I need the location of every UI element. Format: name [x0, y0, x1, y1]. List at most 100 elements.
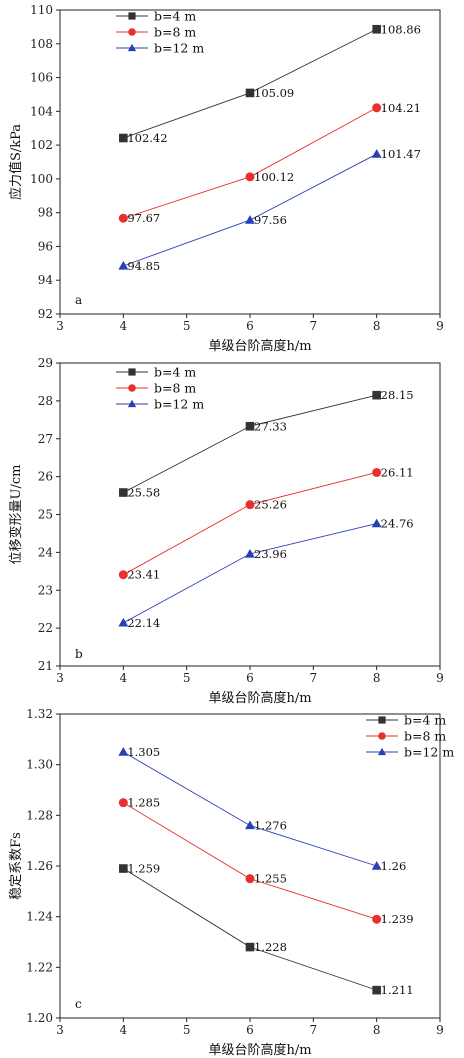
legend-marker: [128, 28, 136, 36]
data-label: 24.76: [381, 517, 414, 531]
data-point-marker: [245, 215, 255, 224]
data-point-marker: [245, 172, 255, 182]
data-point-marker: [371, 861, 382, 870]
data-point-marker: [372, 390, 381, 400]
legend-marker: [378, 732, 386, 740]
y-tick-label: 102: [30, 138, 53, 152]
plot-frame: [59, 9, 441, 315]
legend-marker: [128, 384, 136, 392]
data-point-marker: [372, 914, 382, 924]
y-tick-label: 98: [38, 206, 53, 220]
x-tick-label: 4: [120, 671, 128, 685]
y-axis-label: 稳定系数Fs: [8, 832, 24, 900]
x-tick-label: 6: [246, 319, 254, 333]
data-label: 97.67: [127, 211, 160, 225]
data-point-marker: [245, 942, 255, 952]
data-label: 25.26: [254, 498, 287, 512]
data-label: 1.228: [254, 940, 287, 954]
data-label: 26.11: [381, 465, 414, 479]
x-tick-label: 9: [436, 671, 444, 685]
legend-marker: [127, 43, 137, 52]
data-point-marker: [119, 864, 128, 873]
data-point-marker: [245, 500, 255, 510]
legend-marker: [127, 399, 137, 408]
legend-label: b=4 m: [404, 713, 446, 728]
data-label: 1.259: [127, 862, 160, 876]
data-point-marker: [372, 467, 382, 477]
y-tick-label: 1.24: [26, 910, 53, 924]
y-tick-label: 27: [38, 432, 53, 446]
data-label: 94.85: [127, 259, 160, 273]
data-point-marker: [372, 24, 381, 34]
chart-panel-b: 3 4 5 6 7 8 9 21 22 23 24 25 26 27 28 29 单级台阶高度h/m 位移变形量U…: [8, 356, 444, 706]
data-label: 97.56: [254, 213, 287, 227]
data-label: 101.47: [381, 147, 421, 161]
x-tick-label: 5: [183, 671, 191, 685]
plot-frame: [59, 362, 441, 667]
legend-label: b=4 m: [154, 365, 196, 380]
y-tick-label: 92: [38, 307, 53, 321]
y-tick-label: 1.26: [26, 859, 53, 873]
data-point-marker: [245, 820, 255, 830]
data-point-marker: [371, 518, 382, 528]
y-tick-label: 1.30: [26, 758, 53, 772]
y-tick-label: 23: [38, 583, 53, 597]
legend-label: b=12 m: [154, 397, 204, 412]
data-label: 100.12: [254, 170, 294, 184]
x-tick-label: 9: [436, 319, 444, 333]
y-tick-label: 1.22: [26, 960, 53, 974]
x-tick-label: 8: [373, 1023, 381, 1037]
data-point-marker: [372, 985, 381, 995]
data-label: 102.42: [127, 131, 167, 145]
data-label: 1.239: [381, 912, 414, 926]
legend-marker: [377, 747, 387, 756]
x-tick-label: 8: [373, 671, 381, 685]
y-tick-label: 25: [38, 508, 53, 522]
data-point-marker: [118, 213, 128, 223]
x-axis-label: 单级台阶高度h/m: [208, 690, 311, 706]
data-label: 25.58: [127, 486, 160, 500]
data-label: 23.41: [127, 568, 160, 582]
series-line: [123, 868, 377, 991]
data-point-marker: [119, 488, 128, 497]
chart-panel-c: 3 4 5 6 7 8 9 1.20 1.22 1.24 1.26 1.28 1.30 1.32 单级台阶高…: [8, 707, 454, 1058]
data-label: 23.96: [254, 547, 287, 561]
x-tick-label: 9: [436, 1023, 444, 1037]
x-tick-label: 3: [56, 1023, 64, 1037]
data-label: 1.305: [127, 745, 160, 759]
data-point-marker: [118, 747, 129, 756]
series-line: [123, 523, 377, 624]
x-axis-label: 单级台阶高度h/m: [208, 1042, 311, 1058]
legend-marker: [128, 368, 136, 376]
data-label: 1.211: [381, 983, 414, 997]
y-tick-label: 108: [30, 37, 53, 51]
x-axis-label: 单级台阶高度h/m: [208, 338, 311, 354]
data-label: 1.255: [254, 872, 287, 886]
y-tick-label: 100: [30, 172, 53, 186]
data-label: 104.21: [381, 101, 421, 115]
x-tick-label: 8: [373, 319, 381, 333]
data-point-marker: [118, 570, 128, 580]
data-point-marker: [245, 421, 255, 431]
y-tick-label: 94: [38, 273, 54, 287]
data-label: 22.14: [127, 616, 160, 630]
data-label: 1.26: [381, 859, 407, 873]
data-label: 108.86: [381, 22, 421, 36]
data-point-marker: [118, 617, 129, 627]
data-label: 105.09: [254, 86, 294, 100]
x-tick-label: 5: [183, 1023, 191, 1037]
legend-label: b=4 m: [154, 9, 196, 24]
x-tick-label: 4: [120, 319, 128, 333]
legend-label: b=8 m: [154, 25, 196, 40]
y-axis-label: 应力值S/kPa: [8, 124, 24, 200]
legend-label: b=12 m: [404, 745, 454, 760]
data-point-marker: [119, 133, 128, 143]
y-tick-label: 104: [30, 104, 53, 118]
x-tick-label: 7: [310, 671, 318, 685]
panel-letter: b: [75, 647, 83, 661]
series-line: [123, 472, 377, 576]
data-point-marker: [371, 149, 382, 158]
data-label: 27.33: [254, 419, 287, 433]
x-tick-label: 6: [246, 671, 254, 685]
series-line: [123, 751, 377, 867]
